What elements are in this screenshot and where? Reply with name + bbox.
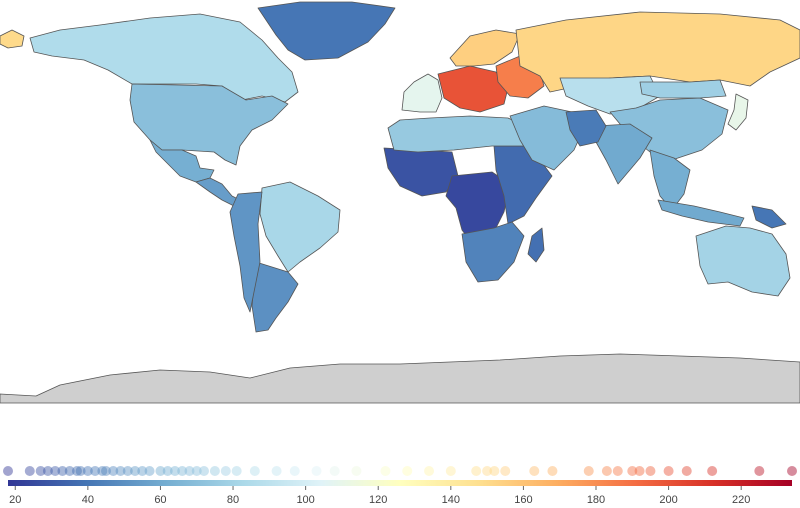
strip-dot: [445, 466, 456, 476]
strip-dot: [380, 466, 391, 476]
strip-dot: [231, 466, 242, 476]
strip-dot: [612, 466, 623, 476]
region-pakistan-and-afghanistan[interactable]: [565, 109, 607, 147]
region-western-south-america[interactable]: [229, 191, 263, 313]
colorbar-tick-label: 80: [227, 494, 239, 506]
colorbar-tick-label: 100: [296, 494, 314, 506]
strip-dot: [90, 466, 101, 476]
colorbar: [8, 480, 792, 486]
strip-dot: [169, 466, 180, 476]
colorbar-tick-label: 160: [514, 494, 532, 506]
region-russia[interactable]: [515, 11, 800, 93]
strip-dot: [115, 466, 126, 476]
strip-dot: [634, 466, 645, 476]
region-western-europe[interactable]: [401, 73, 443, 113]
strip-dot: [583, 466, 594, 476]
strip-dot: [220, 466, 231, 476]
region-australia[interactable]: [695, 225, 791, 297]
strip-dot: [529, 466, 540, 476]
strip-dot: [663, 466, 674, 476]
region-alaska[interactable]: [0, 29, 25, 49]
region-mexico[interactable]: [149, 139, 215, 183]
colorbar-tick-label: 60: [154, 494, 166, 506]
strip-dot: [707, 466, 718, 476]
strip-dot: [35, 466, 46, 476]
strip-dot: [64, 466, 75, 476]
region-antarctica[interactable]: [0, 353, 800, 404]
strip-dot: [289, 466, 300, 476]
strip-dot: [754, 466, 765, 476]
strip-dot: [122, 466, 133, 476]
strip-dot: [101, 466, 111, 476]
strip-dot: [97, 466, 108, 476]
strip-dot: [645, 466, 656, 476]
strip-dot: [500, 466, 511, 476]
region-middle-east[interactable]: [509, 105, 585, 171]
strip-dot: [108, 466, 119, 476]
colorbar-gradient: [8, 480, 792, 486]
region-central-europe[interactable]: [437, 65, 509, 113]
strip-dot: [351, 466, 362, 476]
region-southern-africa[interactable]: [461, 221, 525, 283]
region-southeast-asia[interactable]: [649, 149, 691, 211]
region-papua-new-guinea[interactable]: [751, 205, 787, 229]
region-indonesia[interactable]: [657, 199, 745, 227]
strip-dot: [402, 466, 413, 476]
strip-dot: [191, 466, 202, 476]
strip-dot: [787, 466, 797, 476]
strip-dot: [137, 466, 148, 476]
colorbar-tick-label: 180: [587, 494, 605, 506]
strip-dot: [24, 466, 35, 476]
strip-dot: [184, 466, 195, 476]
strip-dot: [177, 466, 188, 476]
strip-dot: [199, 466, 209, 476]
region-mongolia[interactable]: [639, 79, 727, 99]
strip-dot: [82, 466, 93, 476]
strip-dot: [311, 466, 322, 476]
strip-dot: [3, 466, 13, 476]
strip-dot: [601, 466, 612, 476]
strip-dot: [547, 466, 558, 476]
region-united-states[interactable]: [129, 83, 289, 166]
land-layer: [0, 1, 800, 404]
strip-dot: [271, 466, 282, 476]
colorbar-tick-label: 20: [9, 494, 21, 506]
strip-dot: [144, 466, 155, 476]
strip-dot: [57, 466, 68, 476]
strip-dot: [489, 466, 500, 476]
strip-dot: [681, 466, 692, 476]
colorbar-tick-label: 140: [442, 494, 460, 506]
colorbar-tick-label: 40: [82, 494, 94, 506]
region-argentina[interactable]: [251, 261, 299, 333]
strip-dot: [482, 466, 493, 476]
strip-dot: [329, 466, 340, 476]
strip-dot: [50, 466, 61, 476]
strip-dot: [471, 466, 482, 476]
colorbar-tick-label: 200: [659, 494, 677, 506]
strip-dot: [627, 466, 638, 476]
colorbar-tick-label: 220: [732, 494, 750, 506]
region-india[interactable]: [595, 123, 653, 185]
colorbar-ticks: 20 40 60 80 100 120 140 160 180 200 220: [9, 486, 750, 506]
strip-dot: [42, 466, 53, 476]
region-madagascar[interactable]: [527, 227, 545, 263]
strip-dot: [155, 466, 166, 476]
strip-dot: [75, 466, 86, 476]
strip-dot: [209, 466, 220, 476]
strip-dot: [249, 466, 260, 476]
region-scandinavia[interactable]: [449, 29, 521, 67]
colorbar-tick-label: 120: [369, 494, 387, 506]
region-brazil[interactable]: [259, 181, 341, 273]
strip-dot: [71, 466, 82, 476]
strip-dot: [424, 466, 435, 476]
value-strip: [3, 466, 797, 476]
strip-dot: [130, 466, 141, 476]
region-japan[interactable]: [727, 93, 749, 131]
strip-dot: [162, 466, 173, 476]
region-greenland[interactable]: [257, 1, 396, 61]
